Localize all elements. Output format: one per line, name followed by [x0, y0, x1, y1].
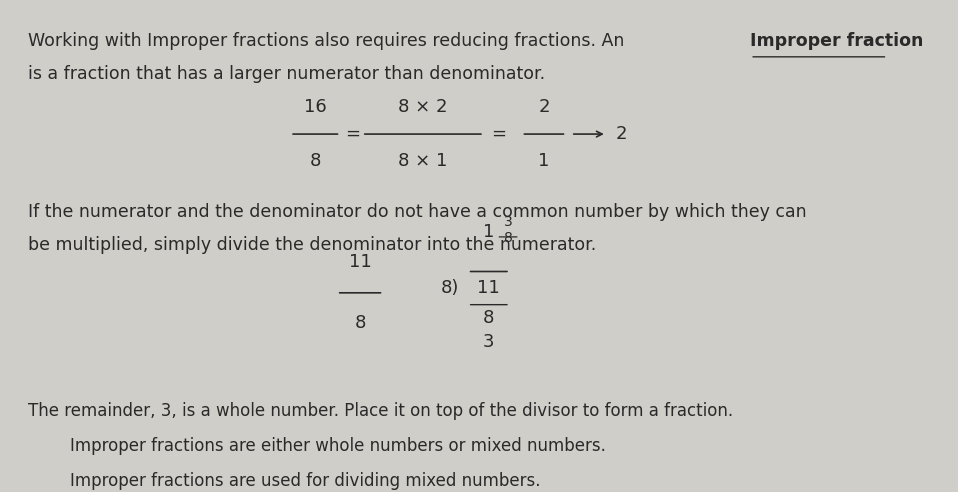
- Text: 2: 2: [616, 125, 627, 143]
- Text: be multiplied, simply divide the denominator into the numerator.: be multiplied, simply divide the denomin…: [29, 236, 597, 254]
- Text: The remainder, 3, is a whole number. Place it on top of the divisor to form a fr: The remainder, 3, is a whole number. Pla…: [29, 402, 734, 420]
- Text: 3: 3: [483, 333, 494, 351]
- Text: 1: 1: [483, 223, 494, 241]
- Text: Working with Improper fractions also requires reducing fractions. An: Working with Improper fractions also req…: [29, 32, 630, 50]
- Text: =: =: [491, 125, 507, 143]
- Text: If the numerator and the denominator do not have a common number by which they c: If the numerator and the denominator do …: [29, 203, 807, 221]
- Text: 1: 1: [538, 152, 550, 170]
- Text: 8): 8): [441, 278, 459, 297]
- Text: Improper fractions are either whole numbers or mixed numbers.: Improper fractions are either whole numb…: [29, 437, 606, 456]
- Text: =: =: [346, 125, 360, 143]
- Text: 8 × 1: 8 × 1: [399, 152, 447, 170]
- Text: 3: 3: [504, 215, 513, 229]
- Text: 2: 2: [538, 98, 550, 116]
- Text: is a fraction that has a larger numerator than denominator.: is a fraction that has a larger numerato…: [29, 65, 545, 83]
- Text: 16: 16: [304, 98, 327, 116]
- Text: 8: 8: [354, 314, 366, 332]
- Text: Improper fraction: Improper fraction: [750, 32, 924, 50]
- Text: 8: 8: [483, 309, 494, 327]
- Text: 8: 8: [309, 152, 321, 170]
- Text: 8: 8: [504, 231, 513, 246]
- Text: Improper fractions are used for dividing mixed numbers.: Improper fractions are used for dividing…: [29, 472, 541, 490]
- Text: 11: 11: [477, 278, 500, 297]
- Text: 11: 11: [349, 253, 372, 272]
- Text: 8 × 2: 8 × 2: [399, 98, 447, 116]
